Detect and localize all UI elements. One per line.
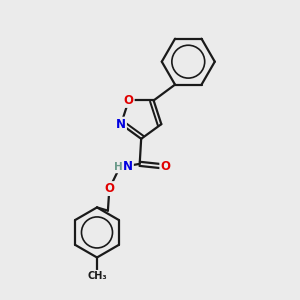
Text: O: O [104, 182, 114, 195]
Text: N: N [116, 118, 126, 131]
Text: H: H [114, 162, 123, 172]
Text: N: N [123, 160, 133, 173]
Text: O: O [124, 94, 134, 107]
Text: O: O [160, 160, 170, 173]
Text: CH₃: CH₃ [87, 271, 107, 281]
